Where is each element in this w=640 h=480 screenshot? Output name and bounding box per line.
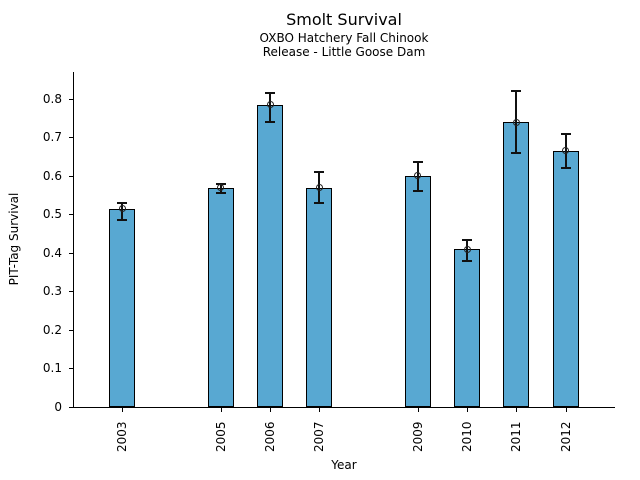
point-marker-2003 <box>118 205 126 213</box>
y-axis-spine <box>73 72 74 407</box>
point-marker-2009 <box>414 172 422 180</box>
y-tick-label: 0.1 <box>42 361 62 376</box>
x-tick-mark <box>565 408 567 412</box>
error-cap-bottom <box>215 192 226 195</box>
y-tick-label: 0.3 <box>42 284 62 299</box>
y-tick-label: 0.4 <box>42 245 62 260</box>
x-tick-mark <box>516 408 518 412</box>
bar-2005 <box>207 187 234 407</box>
bar-2006 <box>257 104 284 407</box>
error-cap-top <box>215 182 226 185</box>
y-tick-label: 0 <box>54 400 62 414</box>
x-tick-label: 2012 <box>558 421 573 452</box>
error-cap-bottom <box>265 121 276 124</box>
error-cap-bottom <box>117 219 128 222</box>
x-axis-label: Year <box>331 458 357 472</box>
error-cap-top <box>314 171 325 174</box>
bar-2007 <box>306 187 333 407</box>
y-tick-label: 0.2 <box>42 322 62 337</box>
x-tick-mark <box>122 408 124 412</box>
error-cap-bottom <box>560 167 571 170</box>
x-tick-label: 2007 <box>312 421 327 452</box>
bar-2003 <box>109 208 136 407</box>
x-tick-label: 2003 <box>115 421 130 452</box>
point-marker-2010 <box>463 245 471 253</box>
chart-subtitle-hatchery: OXBO Hatchery Fall Chinook <box>259 31 429 45</box>
x-tick-label: 2011 <box>509 421 524 452</box>
y-tick-label: 0.8 <box>42 91 62 106</box>
y-tick-mark <box>69 368 73 370</box>
x-tick-mark <box>467 408 469 412</box>
error-cap-top <box>511 90 522 93</box>
y-tick-mark <box>69 137 73 139</box>
x-tick-mark <box>220 408 222 412</box>
x-axis-spine <box>73 407 615 408</box>
y-tick-mark <box>69 98 73 100</box>
bar-2012 <box>552 150 579 407</box>
y-axis-label: PIT-Tag Survival <box>7 192 21 286</box>
y-tick-label: 0.6 <box>42 168 62 183</box>
x-tick-label: 2006 <box>263 421 278 452</box>
x-tick-mark <box>319 408 321 412</box>
point-marker-2011 <box>512 118 520 126</box>
y-tick-mark <box>69 329 73 331</box>
error-cap-top <box>412 161 423 164</box>
chart-title: Smolt Survival <box>286 10 402 29</box>
point-marker-2012 <box>562 147 570 155</box>
x-tick-label: 2010 <box>460 421 475 452</box>
y-tick-mark <box>69 214 73 216</box>
point-marker-2006 <box>266 101 274 109</box>
bar-2009 <box>404 175 431 407</box>
x-tick-label: 2009 <box>410 421 425 452</box>
y-tick-mark <box>69 252 73 254</box>
point-marker-2007 <box>315 184 323 192</box>
x-tick-label: 2005 <box>213 421 228 452</box>
y-tick-label: 0.7 <box>42 130 62 145</box>
error-cap-bottom <box>412 190 423 193</box>
error-cap-top <box>117 201 128 204</box>
y-tick-mark <box>69 407 73 408</box>
y-tick-mark <box>69 291 73 293</box>
error-cap-bottom <box>314 201 325 204</box>
chart-subtitle-release: Release - Little Goose Dam <box>262 45 426 59</box>
y-tick-mark <box>69 175 73 177</box>
error-cap-bottom <box>511 151 522 154</box>
y-tick-label: 0.5 <box>42 207 62 222</box>
bar-2010 <box>454 249 481 407</box>
error-cap-top <box>265 92 276 95</box>
error-cap-top <box>462 238 473 241</box>
x-tick-mark <box>417 408 419 412</box>
x-tick-mark <box>270 408 272 412</box>
error-cap-bottom <box>462 259 473 262</box>
point-marker-2005 <box>217 184 225 192</box>
bar-2011 <box>503 122 530 407</box>
error-cap-top <box>560 132 571 135</box>
